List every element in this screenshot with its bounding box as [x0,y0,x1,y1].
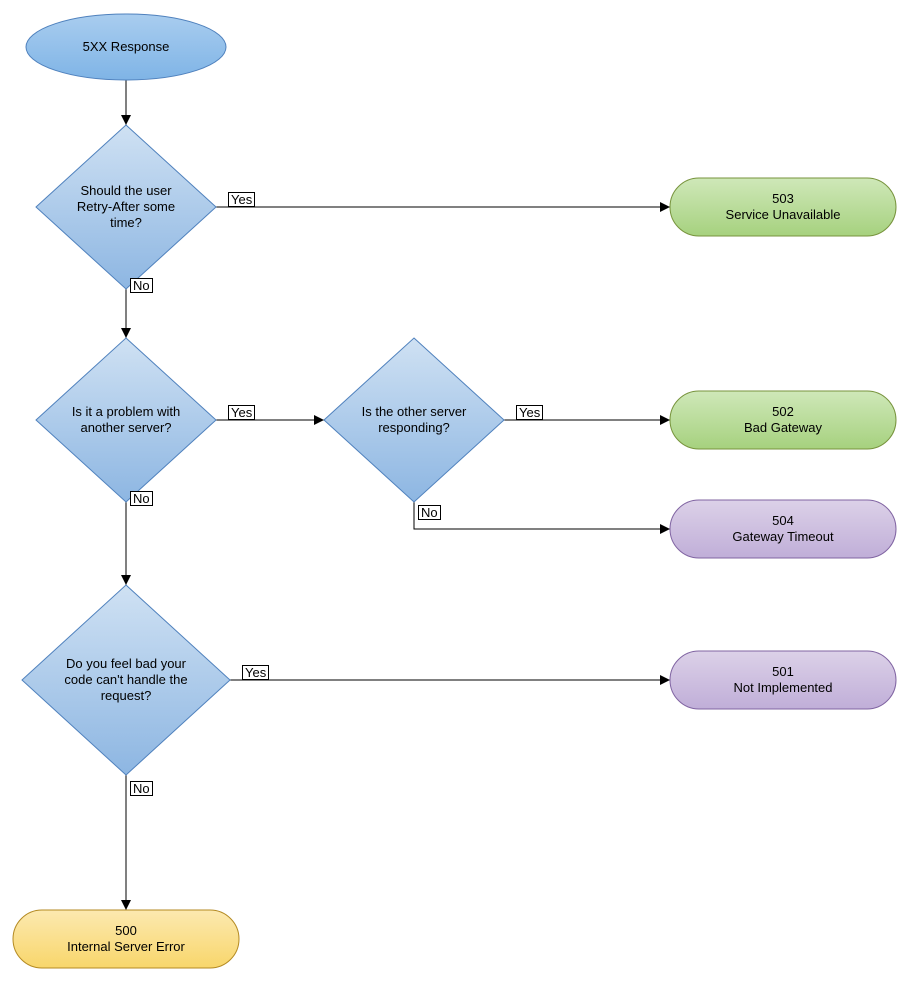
node-d3-label: Is the other server responding? [358,404,471,437]
node-start-label: 5XX Response [83,39,170,55]
flowchart-canvas: 5XX Response Should the user Retry-After … [0,0,906,981]
node-d2-label: Is it a problem with another server? [70,404,183,437]
edge-label: Yes [228,405,255,420]
node-d4-label: Do you feel bad your code can't handle t… [61,656,191,705]
node-r501-label: 501Not Implemented [734,664,833,697]
node-r502-label: 502Bad Gateway [744,404,822,437]
edge-label: No [130,278,153,293]
node-r500-label: 500Internal Server Error [67,923,185,956]
node-d1-label: Should the user Retry-After some time? [70,183,183,232]
node-r503-label: 503Service Unavailable [726,191,841,224]
node-r504-label: 504Gateway Timeout [732,513,833,546]
edge-label: Yes [228,192,255,207]
edge-label: No [418,505,441,520]
edge-label: No [130,781,153,796]
edge-label: No [130,491,153,506]
edge-label: Yes [242,665,269,680]
edge-label: Yes [516,405,543,420]
